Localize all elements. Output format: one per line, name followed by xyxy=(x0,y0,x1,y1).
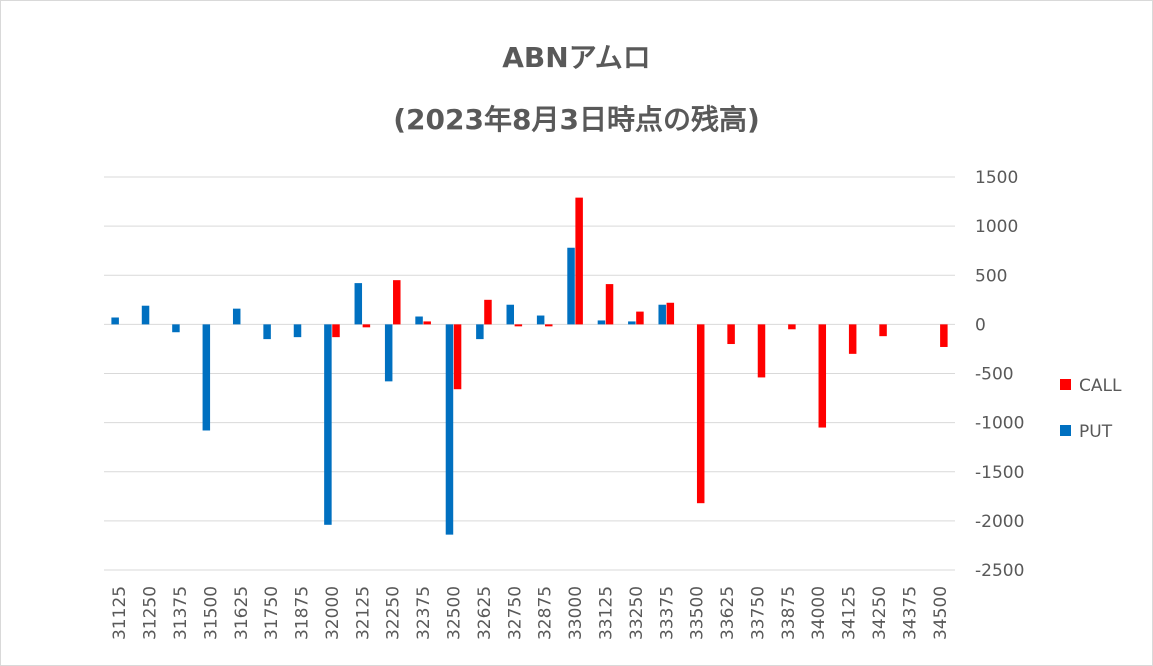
put-bar xyxy=(202,324,211,431)
put-bar xyxy=(597,320,606,325)
chart-subtitle: (2023年8月3日時点の残高) xyxy=(393,103,760,136)
y-tick-label: -500 xyxy=(975,365,1014,385)
x-tick-label: 32875 xyxy=(536,586,556,640)
x-tick-label: 34375 xyxy=(900,586,920,640)
x-tick-label: 32375 xyxy=(414,586,434,640)
y-tick-label: 1000 xyxy=(975,217,1018,237)
x-tick-label: 33125 xyxy=(596,586,616,640)
put-bar xyxy=(415,316,423,325)
x-tick-label: 31375 xyxy=(171,586,191,640)
y-tick-label: -1000 xyxy=(975,414,1024,434)
x-tick-label: 33000 xyxy=(566,586,586,640)
put-bar xyxy=(506,304,515,325)
call-bar xyxy=(362,324,371,328)
y-tick-label: 0 xyxy=(975,315,986,335)
call-bar xyxy=(666,302,675,325)
call-bar xyxy=(818,324,827,428)
call-bar xyxy=(484,299,492,325)
x-tick-label: 31125 xyxy=(110,586,130,640)
x-tick-label: 33750 xyxy=(748,586,768,640)
x-tick-label: 32250 xyxy=(384,586,404,640)
chart-title: ABNアムロ xyxy=(502,41,651,74)
x-tick-label: 32000 xyxy=(323,586,343,640)
x-tick-label: 33375 xyxy=(657,586,677,640)
y-tick-label: -1500 xyxy=(975,463,1024,483)
put-bar xyxy=(111,317,119,325)
put-bar xyxy=(141,305,150,325)
put-bar xyxy=(263,324,271,340)
x-tick-label: 32625 xyxy=(475,586,495,640)
put-bar xyxy=(324,324,332,525)
put-bar xyxy=(476,324,484,340)
x-tick-label: 33500 xyxy=(688,586,708,640)
call-bar xyxy=(575,197,583,325)
x-tick-label: 34250 xyxy=(870,586,890,640)
put-bar xyxy=(354,283,363,325)
put-bar xyxy=(293,324,302,338)
call-bar xyxy=(848,324,857,354)
x-tick-label: 33875 xyxy=(779,586,799,640)
call-bar xyxy=(879,324,887,337)
put-bar xyxy=(172,324,180,333)
x-tick-label: 32750 xyxy=(505,586,525,640)
x-tick-label: 33250 xyxy=(627,586,647,640)
y-tick-label: 500 xyxy=(975,266,1007,286)
x-tick-label: 34500 xyxy=(931,586,951,640)
call-bar xyxy=(332,324,340,338)
put-bar xyxy=(232,308,241,325)
call-bar xyxy=(544,324,553,327)
call-bar xyxy=(940,324,948,347)
call-bar xyxy=(788,324,796,330)
call-bar xyxy=(727,324,735,345)
legend-swatch-call xyxy=(1060,379,1071,390)
call-bar xyxy=(696,324,705,504)
call-bar xyxy=(605,284,614,325)
put-bar xyxy=(536,315,545,325)
x-tick-label: 31875 xyxy=(293,586,313,640)
y-tick-label: 1500 xyxy=(975,168,1018,188)
call-bar xyxy=(757,324,766,378)
put-bar xyxy=(384,324,393,382)
call-bar xyxy=(423,321,431,325)
call-bar xyxy=(514,324,523,327)
x-tick-label: 31500 xyxy=(201,586,221,640)
call-bar xyxy=(453,324,462,390)
put-bar xyxy=(658,304,666,325)
x-tick-label: 33625 xyxy=(718,586,738,640)
legend-label-put: PUT xyxy=(1079,422,1113,442)
x-tick-label: 34000 xyxy=(809,586,829,640)
x-tick-label: 31250 xyxy=(141,586,161,640)
y-tick-label: -2000 xyxy=(975,512,1024,532)
x-tick-label: 31625 xyxy=(232,586,252,640)
x-tick-label: 31750 xyxy=(262,586,282,640)
legend-swatch-put xyxy=(1060,425,1071,436)
y-tick-label: -2500 xyxy=(975,561,1024,581)
legend-label-call: CALL xyxy=(1079,376,1122,396)
put-bar xyxy=(628,321,636,325)
x-tick-label: 34125 xyxy=(840,586,860,640)
x-tick-label: 32500 xyxy=(445,586,465,640)
put-bar xyxy=(567,247,575,325)
call-bar xyxy=(636,311,644,325)
put-bar xyxy=(445,324,454,535)
x-tick-label: 32125 xyxy=(353,586,373,640)
call-bar xyxy=(393,280,401,325)
